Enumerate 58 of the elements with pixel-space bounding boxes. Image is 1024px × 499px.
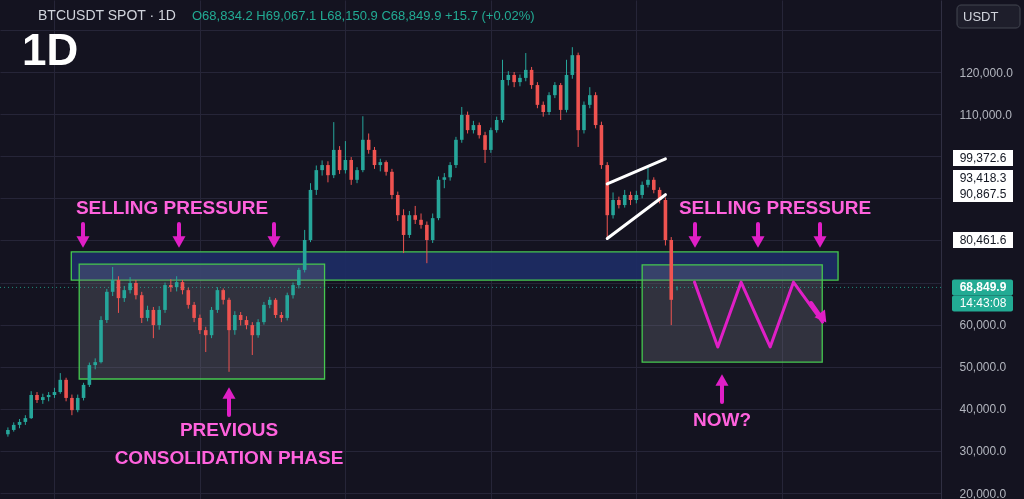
y-tick-label: 120,000.0: [959, 65, 1014, 80]
text: 90,867.5: [959, 187, 1007, 201]
candlestick: [70, 394, 74, 416]
text: 14:43:08: [959, 296, 1007, 311]
candlestick: [186, 287, 191, 310]
candlestick: [512, 71, 516, 88]
text: USDT: [963, 9, 999, 24]
ref-line-label: 68,849.9: [959, 280, 1007, 295]
candlestick: [646, 166, 650, 188]
candlestick: [6, 426, 10, 438]
candlestick: [262, 301, 266, 326]
candlestick: [523, 52, 528, 82]
annotation: NOW?: [692, 409, 752, 430]
candlestick: [64, 377, 68, 402]
candlestick: [518, 74, 522, 87]
text: BTCUSDT SPOT · 1D: [38, 7, 176, 23]
text: O68,834.2 H69,067.1 L68,150.9 C68,849.9 +15.7 (+0.02%): [192, 8, 535, 23]
y-tick-label: 60,000.0: [959, 318, 1007, 333]
candlestick: [29, 390, 33, 420]
candlestick: [326, 160, 330, 183]
candlestick: [203, 326, 208, 353]
candlestick: [233, 310, 237, 336]
candlestick: [617, 196, 621, 209]
annotation: 1D: [22, 25, 79, 74]
candlestick: [285, 292, 290, 321]
candlestick: [547, 91, 551, 116]
y-tick-label: 110,000.0: [959, 107, 1013, 122]
candlestick: [419, 213, 423, 230]
candlestick: [157, 305, 161, 331]
y-tick-label: 50,000.0: [959, 360, 1007, 375]
candlestick: [489, 127, 493, 154]
candlestick: [58, 372, 63, 395]
candlestick: [256, 318, 260, 339]
annotation: PREVIOUS CONSOLIDATION PHASE: [114, 419, 344, 468]
candlestick: [611, 191, 615, 220]
candlestick: [390, 168, 394, 200]
candlestick: [425, 221, 429, 264]
y-tick-label: 30,000.0: [959, 444, 1007, 459]
candlestick: [35, 391, 39, 404]
y-tick-label: 20,000.0: [959, 486, 1007, 499]
candlestick: [198, 314, 202, 335]
candlestick: [139, 291, 144, 324]
text: 80,461.6: [959, 233, 1007, 247]
annotation: SELLING PRESSURE: [678, 197, 872, 218]
candlestick: [395, 191, 400, 222]
candlestick: [483, 131, 487, 164]
text: 99,372.6: [959, 151, 1007, 165]
candlestick: [134, 279, 138, 300]
annotation: SELLING PRESSURE: [75, 197, 269, 218]
candlestick: [448, 161, 452, 182]
candlestick: [250, 321, 255, 356]
text: 93,418.3: [959, 171, 1007, 185]
candlestick: [413, 205, 418, 225]
candlestick: [192, 301, 196, 323]
candlestick: [349, 156, 354, 186]
y-tick-label: 40,000.0: [959, 402, 1007, 417]
candlestick: [320, 159, 324, 177]
candlestick: [587, 86, 592, 109]
